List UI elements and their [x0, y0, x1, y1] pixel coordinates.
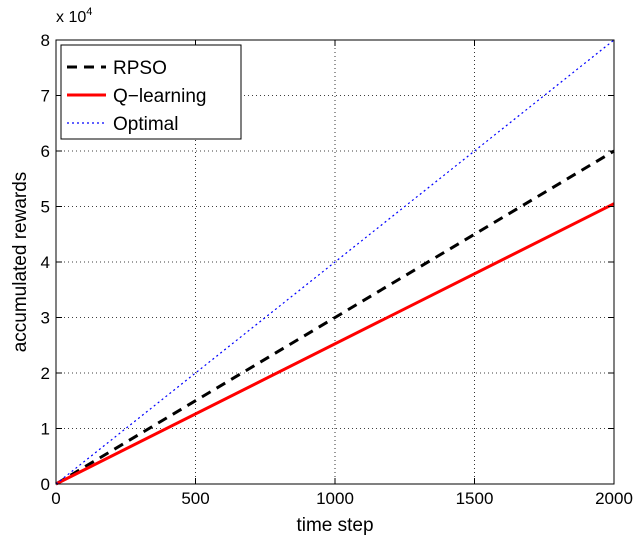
series-line [55, 149, 615, 486]
legend-label: RPSO [113, 58, 167, 79]
y-tick-label: 2 [41, 364, 50, 383]
x-tick-label: 0 [51, 489, 60, 508]
y-tick-label: 7 [41, 87, 50, 106]
y-tick-label: 6 [41, 142, 50, 161]
y-tick-label: 5 [41, 198, 50, 217]
y-tick-label: 8 [41, 31, 50, 50]
x-tick-label: 1500 [456, 489, 494, 508]
y-tick-label: 1 [41, 420, 50, 439]
y-tick-label: 3 [41, 309, 50, 328]
legend-label: Q−learning [113, 86, 206, 107]
y-multiplier: x 104 [56, 6, 92, 26]
x-axis-label: time step [296, 515, 373, 536]
y-tick-label: 0 [41, 475, 50, 494]
x-tick-label: 1000 [316, 489, 354, 508]
tick-labels: 0 500 1000 1500 2000 0 1 2 3 4 5 6 7 8 [41, 31, 633, 508]
legend-box [60, 44, 242, 140]
y-axis-label: accumulated rewards [10, 172, 31, 353]
series-lines [55, 39, 615, 486]
x-tick-label: 2000 [595, 489, 633, 508]
series-line [55, 39, 615, 485]
y-tick-label: 4 [41, 253, 50, 272]
legend: RPSO Q−learning Optimal [60, 44, 242, 140]
series-line [55, 202, 615, 486]
legend-label: Optimal [113, 114, 178, 135]
x-tick-label: 500 [181, 489, 209, 508]
